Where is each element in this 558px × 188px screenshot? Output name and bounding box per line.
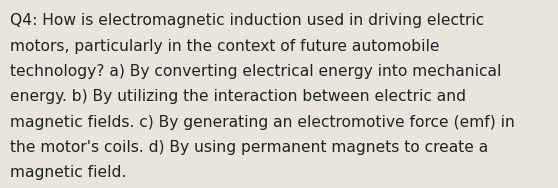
Text: motors, particularly in the context of future automobile: motors, particularly in the context of f… (10, 39, 440, 54)
Text: Q4: How is electromagnetic induction used in driving electric: Q4: How is electromagnetic induction use… (10, 13, 484, 28)
Text: magnetic field.: magnetic field. (10, 165, 126, 180)
Text: energy. b) By utilizing the interaction between electric and: energy. b) By utilizing the interaction … (10, 89, 466, 104)
Text: the motor's coils. d) By using permanent magnets to create a: the motor's coils. d) By using permanent… (10, 140, 488, 155)
Text: technology? a) By converting electrical energy into mechanical: technology? a) By converting electrical … (10, 64, 502, 79)
Text: magnetic fields. c) By generating an electromotive force (emf) in: magnetic fields. c) By generating an ele… (10, 115, 515, 130)
